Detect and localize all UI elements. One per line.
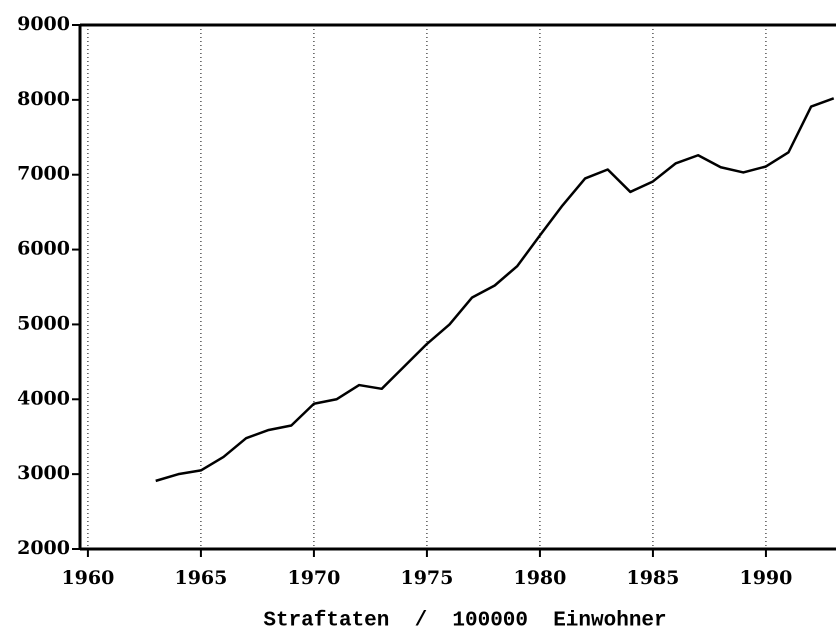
y-tick-label: 7000 bbox=[17, 163, 70, 185]
x-tick-label: 1980 bbox=[513, 567, 566, 589]
y-tick-label: 9000 bbox=[17, 13, 70, 35]
x-tick-label: 1990 bbox=[739, 567, 792, 589]
x-tick-label: 1970 bbox=[287, 567, 340, 589]
x-tick-label: 1960 bbox=[61, 567, 114, 589]
data-line bbox=[155, 97, 835, 483]
x-tick-label: 1965 bbox=[174, 567, 227, 589]
x-tick-label: 1975 bbox=[400, 567, 453, 589]
y-tick-label: 5000 bbox=[17, 312, 70, 334]
y-tick-label: 8000 bbox=[17, 88, 70, 110]
x-axis-label: Straftaten / 100000 Einwohner bbox=[263, 610, 666, 632]
y-tick-label: 6000 bbox=[17, 238, 70, 260]
y-tick-label: 4000 bbox=[17, 387, 70, 409]
y-tick-label: 2000 bbox=[17, 537, 70, 559]
x-tick-label: 1985 bbox=[626, 567, 679, 589]
y-tick-label: 3000 bbox=[17, 462, 70, 484]
